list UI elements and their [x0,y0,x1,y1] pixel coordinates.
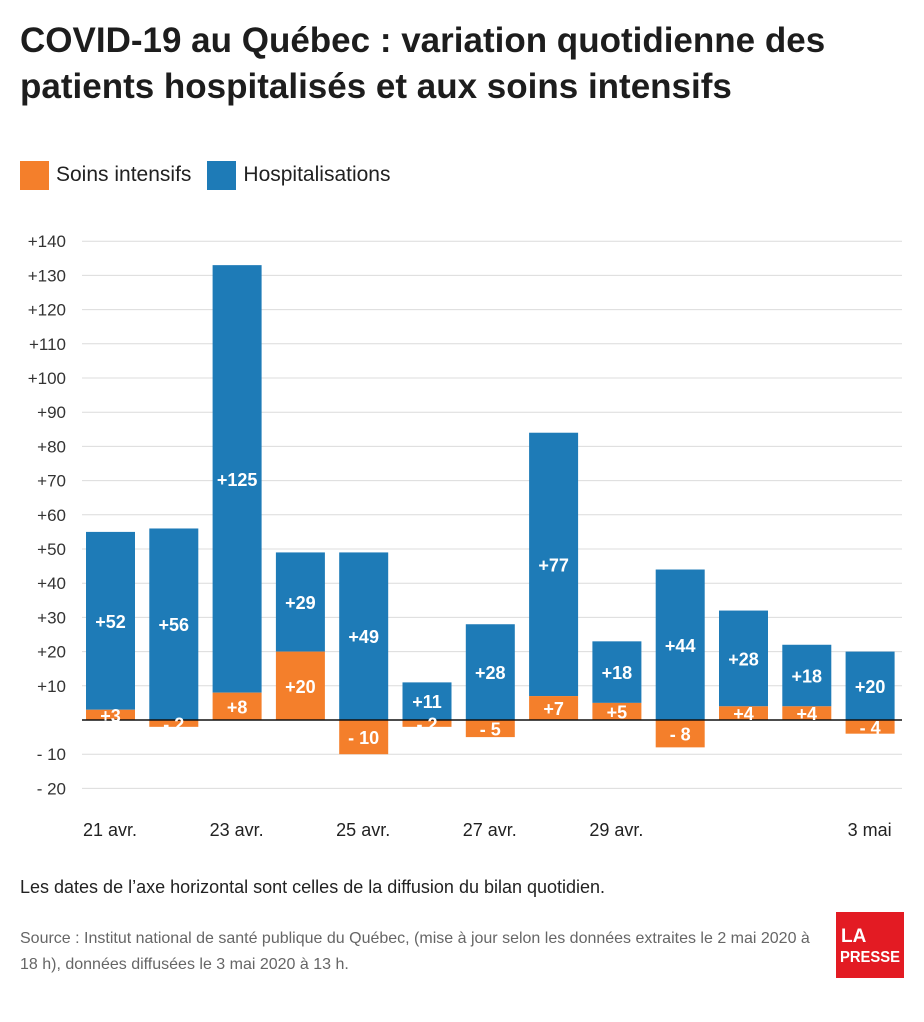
x-tick-label: 21 avr. [83,820,137,840]
y-tick-label: +70 [37,472,66,491]
axis-note: Les dates de l’axe horizontal sont celle… [20,877,606,897]
x-tick-label: 29 avr. [589,820,643,840]
y-tick-label: +90 [37,403,66,422]
data-label-soins-intensifs: - 2 [163,714,184,734]
bar-hospitalisations [719,610,768,707]
data-label-hospitalisations: +28 [728,649,759,669]
data-label-soins-intensifs: +7 [543,699,564,719]
y-tick-label: - 10 [37,745,66,764]
data-label-soins-intensifs: +3 [100,706,121,726]
legend: Soins intensifs Hospitalisations [20,160,406,190]
data-label-hospitalisations: +29 [285,593,316,613]
data-label-soins-intensifs: - 10 [348,728,379,748]
data-label-hospitalisations: +49 [348,627,379,647]
bar-hospitalisations [845,651,895,720]
y-tick-label: +20 [37,643,66,662]
data-label-soins-intensifs: +4 [733,704,754,724]
bar-hospitalisations [402,682,452,720]
data-label-soins-intensifs: +20 [285,677,316,697]
bar-hospitalisations [86,531,135,710]
y-tick-label: +30 [37,608,66,627]
data-label-hospitalisations: +77 [538,555,569,575]
data-label-soins-intensifs: - 4 [860,718,881,738]
y-tick-label: +80 [37,437,66,456]
logo-line-1: LA [841,926,867,947]
data-label-hospitalisations: +44 [665,636,696,656]
data-label-soins-intensifs: - 8 [670,725,691,745]
bar-soins-intensifs [275,651,325,720]
bar-hospitalisations [592,641,642,703]
x-tick-label: 27 avr. [463,820,517,840]
chart-title: COVID-19 au Québec : variation quotidien… [20,21,826,106]
bar-hospitalisations [149,528,199,720]
data-label-hospitalisations: +28 [475,663,506,683]
bar-soins-intensifs [592,702,642,720]
y-tick-label: - 20 [37,779,66,798]
bar-soins-intensifs [402,720,452,727]
la-presse-logo: LA PRESSE [836,912,904,978]
data-label-soins-intensifs: - 5 [480,720,501,740]
bar-hospitalisations [212,265,262,693]
y-tick-label: +140 [28,232,66,251]
bar-chart: - 20 - 10 +10 +20 +30 +40 +50 +60 +70 +80 +90 +100 +… [28,232,902,840]
legend-item-hospitalisations: Hospitalisations [207,160,391,190]
legend-label-hospitalisations: Hospitalisations [243,163,391,186]
source-text: Source : Institut national de santé publ… [20,930,810,973]
data-label-soins-intensifs: +4 [797,704,818,724]
y-tick-label: +100 [28,369,66,388]
legend-item-soins-intensifs: Soins intensifs [20,160,192,190]
x-tick-label: 23 avr. [210,820,264,840]
y-tick-label: +120 [28,301,66,320]
data-label-hospitalisations: +18 [602,663,633,683]
data-label-soins-intensifs: - 2 [416,714,437,734]
x-tick-label: 3 mai [848,820,892,840]
bar-soins-intensifs [86,709,135,720]
bar-hospitalisations [275,552,325,652]
y-tick-label: +40 [37,574,66,593]
bar-soins-intensifs [782,706,832,720]
bar-soins-intensifs [719,706,768,720]
bar-soins-intensifs [845,720,895,734]
data-label-soins-intensifs: +5 [607,702,628,722]
data-label-hospitalisations: +56 [159,615,190,635]
bar-soins-intensifs [529,696,579,720]
bar-soins-intensifs [339,720,389,755]
data-label-hospitalisations: +52 [95,612,126,632]
y-tick-label: +130 [28,266,66,285]
logo-line-2: PRESSE [840,949,900,966]
y-tick-label: +50 [37,540,66,559]
bar-hospitalisations [465,624,515,720]
legend-label-soins-intensifs: Soins intensifs [56,163,192,186]
legend-swatch-hospitalisations [207,160,237,190]
y-tick-label: +60 [37,506,66,525]
bar-hospitalisations [655,569,705,720]
data-label-hospitalisations: +20 [855,677,886,697]
bar-soins-intensifs [212,692,262,720]
bar-hospitalisations [782,644,832,707]
bar-hospitalisations [529,432,579,697]
data-label-hospitalisations: +18 [792,667,823,687]
bar-hospitalisations [339,552,389,720]
bar-soins-intensifs [149,720,199,727]
bar-soins-intensifs [465,720,515,738]
x-tick-label: 25 avr. [336,820,390,840]
y-tick-label: +10 [37,677,66,696]
y-tick-label: +110 [29,335,66,354]
data-label-soins-intensifs: +8 [227,697,248,717]
data-label-hospitalisations: +125 [217,470,258,490]
data-label-hospitalisations: +11 [412,692,442,712]
bar-soins-intensifs [655,720,705,748]
legend-swatch-soins-intensifs [20,160,49,190]
